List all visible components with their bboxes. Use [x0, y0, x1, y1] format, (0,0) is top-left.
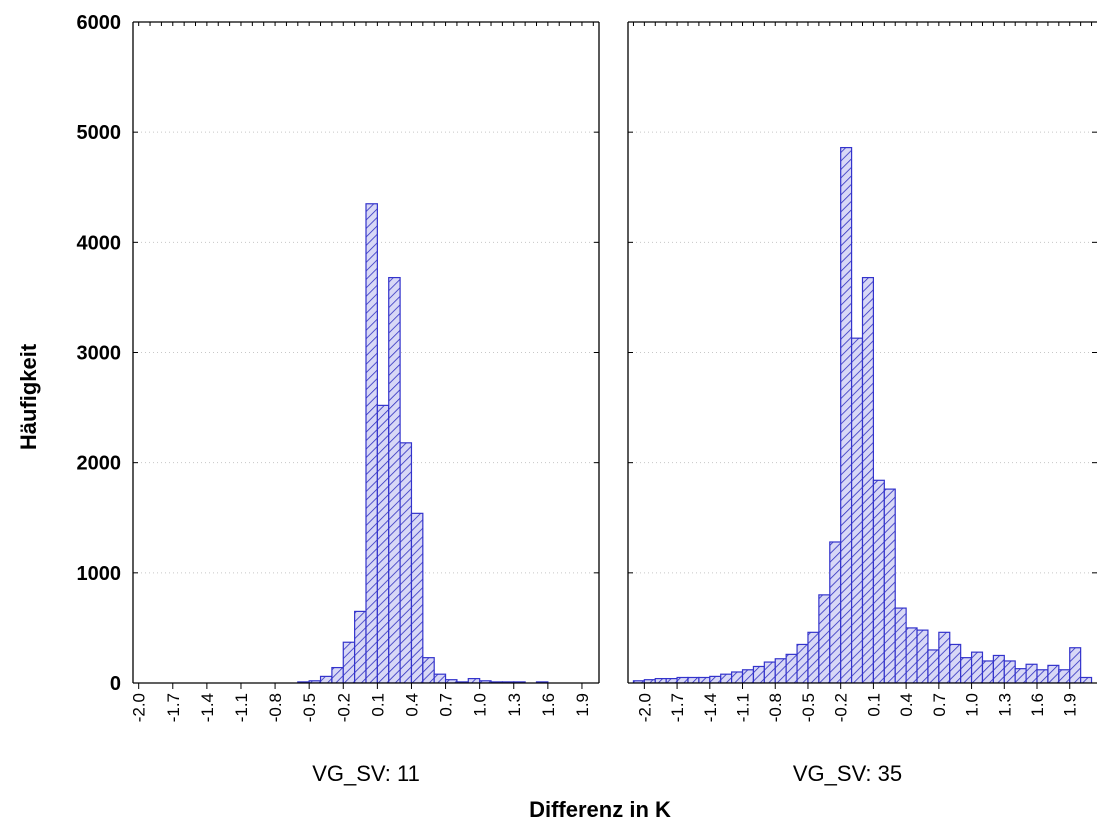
histogram-bar: [1015, 669, 1026, 683]
histogram-bar: [982, 661, 993, 683]
histogram-bar: [400, 443, 411, 683]
histogram-bar: [1070, 648, 1081, 683]
histogram-bar: [1037, 670, 1048, 683]
x-tick-label: 1.0: [471, 693, 490, 717]
bars-group: [298, 204, 548, 683]
histogram-bar: [355, 611, 366, 683]
x-tick-label: 1.6: [1028, 693, 1047, 717]
histogram-bar: [950, 644, 961, 683]
histogram-bar: [1081, 677, 1092, 683]
histogram-bar: [343, 642, 354, 683]
histogram-bar: [434, 674, 445, 683]
x-tick-label: -0.5: [799, 693, 818, 722]
x-tick-label: 1.9: [1061, 693, 1080, 717]
histogram-bar: [972, 652, 983, 683]
y-tick-label: 1000: [77, 563, 122, 585]
histogram-bar: [655, 679, 666, 683]
histogram-bar: [677, 677, 688, 683]
histogram-bar: [411, 513, 422, 683]
histogram-bar: [819, 595, 830, 683]
x-tick-label: -0.2: [832, 693, 851, 722]
panel-1: -2.0 -1.7 -1.4 -1.1 -0.8 -0.5 -0.2 0.1 0.4 0.7 1.0…: [130, 22, 599, 786]
y-tick-label: 0: [110, 673, 121, 695]
x-tick-label: 1.9: [573, 693, 592, 717]
x-tick-label: 1.3: [995, 693, 1014, 717]
histogram-bar: [841, 148, 852, 683]
x-tick-label: 1.0: [963, 693, 982, 717]
y-tick-label: 3000: [77, 343, 122, 365]
x-tick-label: -1.4: [198, 693, 217, 722]
panel-label: VG_SV: 35: [793, 761, 902, 786]
histogram-bar: [884, 489, 895, 683]
x-tick-label: -2.0: [130, 693, 149, 722]
histogram-bar: [961, 658, 972, 683]
histogram-bar: [366, 204, 377, 683]
histogram-bar: [743, 670, 754, 683]
histogram-bar: [377, 405, 388, 683]
x-tick-label: 0.7: [930, 693, 949, 717]
histogram-bar: [1059, 670, 1070, 683]
x-tick-label: 0.1: [368, 693, 387, 717]
histogram-bar: [1026, 664, 1037, 683]
histogram-bar: [389, 278, 400, 683]
x-axis-title: Differenz in K: [529, 797, 671, 822]
histogram-bar: [906, 628, 917, 683]
histogram-bar: [666, 679, 677, 683]
histogram-bar: [699, 677, 710, 683]
histogram-bar: [830, 542, 841, 683]
histogram-bar: [753, 666, 764, 683]
histogram-bar: [863, 278, 874, 683]
x-tick-label: -1.4: [701, 693, 720, 722]
histogram-bar: [786, 654, 797, 683]
x-tick-label: -2.0: [635, 693, 654, 722]
y-tick-label: 2000: [77, 453, 122, 475]
x-tick-label: 0.7: [437, 693, 456, 717]
panel-2: -2.0 -1.7 -1.4 -1.1 -0.8 -0.5 -0.2 0.1 0.4 0.7 1.0…: [628, 22, 1097, 786]
histogram-bar: [797, 644, 808, 683]
histogram-bar: [1048, 665, 1059, 683]
y-axis-title: Häufigkeit: [16, 343, 41, 450]
histogram-bar: [1004, 661, 1015, 683]
panels-layer: 0 1000 2000 3000 4000 5000 6000 -2.0 -1.7 -1.4 -1.…: [77, 12, 1097, 786]
x-tick-label: -1.1: [734, 693, 753, 722]
histogram-bar: [332, 668, 343, 683]
histogram-bar: [895, 608, 906, 683]
histogram-bar: [710, 676, 721, 683]
x-tick-label: -0.8: [766, 693, 785, 722]
x-tick-label: -1.7: [668, 693, 687, 722]
histogram-bar: [808, 632, 819, 683]
y-tick-label: 6000: [77, 12, 122, 34]
y-tick-label: 5000: [77, 122, 122, 144]
histogram-bar: [852, 338, 863, 683]
x-tick-label: 1.6: [539, 693, 558, 717]
panel-label: VG_SV: 11: [312, 761, 420, 786]
bars-group: [633, 148, 1091, 683]
histogram-bar: [688, 677, 699, 683]
x-tick-label: -0.2: [334, 693, 353, 722]
histogram-bar: [423, 658, 434, 683]
x-tick-label: -1.7: [164, 693, 183, 722]
x-tick-label: -0.5: [300, 693, 319, 722]
histogram-bar: [732, 672, 743, 683]
y-tick-label: 4000: [77, 232, 122, 254]
histogram-bar: [321, 676, 332, 683]
histogram-bar: [993, 655, 1004, 683]
histogram-bar: [928, 650, 939, 683]
histogram-bar: [873, 480, 884, 683]
histogram-bar: [764, 662, 775, 683]
histogram-bar: [917, 630, 928, 683]
histogram-bar: [775, 659, 786, 683]
x-tick-label: -0.8: [266, 693, 285, 722]
x-tick-label: 0.1: [864, 693, 883, 717]
histogram-bar: [939, 632, 950, 683]
x-tick-label: 0.4: [897, 693, 916, 717]
x-tick-label: 1.3: [505, 693, 524, 717]
x-tick-label: 0.4: [402, 693, 421, 717]
histogram-bar: [721, 674, 732, 683]
histogram-bar: [468, 679, 479, 683]
x-tick-label: -1.1: [232, 693, 251, 722]
